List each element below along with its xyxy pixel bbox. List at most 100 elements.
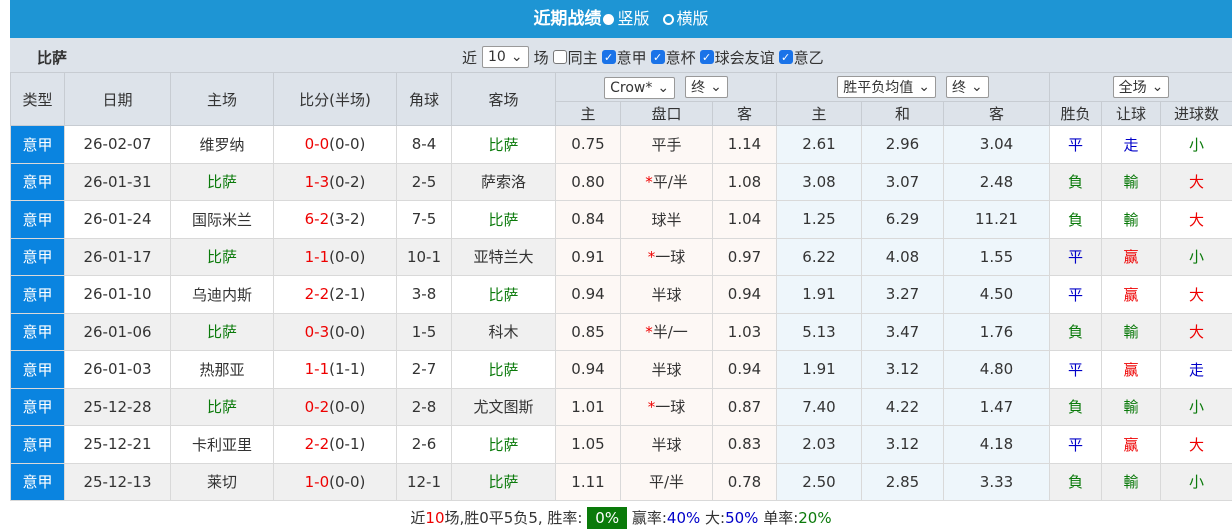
result: 負	[1049, 200, 1102, 239]
away-team[interactable]: 比萨	[451, 200, 556, 239]
home-team[interactable]: 比萨	[170, 387, 274, 426]
checkbox-serie-b[interactable]: ✓	[778, 50, 793, 64]
subheader: 胜负	[1049, 101, 1102, 126]
odds-away: 1.47	[943, 387, 1050, 426]
league[interactable]: 意甲	[10, 350, 65, 389]
away-team[interactable]: 科木	[451, 312, 556, 351]
checkbox-serie-a[interactable]: ✓	[601, 50, 616, 64]
count-suffix: 场	[533, 48, 549, 67]
league[interactable]: 意甲	[10, 387, 65, 426]
subheader: 客	[943, 101, 1050, 126]
date: 26-01-03	[64, 350, 171, 389]
odds-draw: 3.12	[861, 350, 944, 389]
chevron-down-icon: ⌄	[510, 49, 523, 65]
odds-away: 3.33	[943, 462, 1050, 501]
filter-bar: 比萨 近 10 ⌄ 场 同主 ✓ 意甲 ✓ 意杯 ✓ 球会友谊 ✓ 意乙	[10, 38, 1232, 72]
corners: 10-1	[396, 237, 452, 276]
handicap-line: 半球	[620, 350, 713, 389]
result: 平	[1049, 350, 1102, 389]
away-team[interactable]: 比萨	[451, 462, 556, 501]
table-row: 意甲 26-02-07 维罗纳 0-0(0-0) 8-4 比萨 0.75 平手 …	[10, 125, 1232, 164]
odds-away: 4.50	[943, 275, 1050, 314]
league[interactable]: 意甲	[10, 275, 65, 314]
away-team[interactable]: 比萨	[451, 275, 556, 314]
odds-draw: 6.29	[861, 200, 944, 239]
odds-home: 1.91	[776, 275, 862, 314]
chevron-down-icon: ⌄	[971, 79, 983, 95]
handicap-away: 1.08	[712, 162, 777, 201]
home-team[interactable]: 卡利亚里	[170, 425, 274, 464]
home-team[interactable]: 比萨	[170, 237, 274, 276]
handicap-result: 輸	[1101, 200, 1161, 239]
away-team[interactable]: 比萨	[451, 350, 556, 389]
corners: 1-5	[396, 312, 452, 351]
away-team[interactable]: 萨索洛	[451, 162, 556, 201]
odds-home: 3.08	[776, 162, 862, 201]
league[interactable]: 意甲	[10, 312, 65, 351]
odds-home: 5.13	[776, 312, 862, 351]
away-team[interactable]: 尤文图斯	[451, 387, 556, 426]
league[interactable]: 意甲	[10, 425, 65, 464]
checkbox-friendly[interactable]: ✓	[699, 50, 714, 64]
score: 1-0(0-0)	[273, 462, 397, 501]
home-team[interactable]: 维罗纳	[170, 125, 274, 164]
home-team[interactable]: 莱切	[170, 462, 274, 501]
table-row: 意甲 26-01-03 热那亚 1-1(1-1) 2-7 比萨 0.94 半球 …	[10, 350, 1232, 389]
radio-vertical[interactable]	[603, 14, 615, 25]
goals-result: 大	[1160, 425, 1232, 464]
home-team[interactable]: 比萨	[170, 312, 274, 351]
period-select[interactable]: 全场 ⌄	[1112, 76, 1170, 98]
goals-result: 小	[1160, 125, 1232, 164]
home-team[interactable]: 乌迪内斯	[170, 275, 274, 314]
radio-horizontal[interactable]	[662, 14, 674, 25]
table-row: 意甲 25-12-13 莱切 1-0(0-0) 12-1 比萨 1.11 平/半…	[10, 462, 1232, 501]
date: 26-02-07	[64, 125, 171, 164]
league[interactable]: 意甲	[10, 125, 65, 164]
odds-home: 2.03	[776, 425, 862, 464]
league[interactable]: 意甲	[10, 462, 65, 501]
handicap-line: 球半	[620, 200, 713, 239]
home-team[interactable]: 国际米兰	[170, 200, 274, 239]
handicap-result: 輸	[1101, 462, 1161, 501]
away-team[interactable]: 比萨	[451, 125, 556, 164]
handicap-home: 1.01	[555, 387, 621, 426]
odds-away: 4.18	[943, 425, 1050, 464]
handicap-result: 輸	[1101, 387, 1161, 426]
checkbox-same-home[interactable]	[552, 50, 567, 64]
checkbox-cup[interactable]: ✓	[650, 50, 665, 64]
subheader: 客	[712, 101, 777, 126]
goals-result: 大	[1160, 200, 1232, 239]
score: 0-0(0-0)	[273, 125, 397, 164]
away-team[interactable]: 亚特兰大	[451, 237, 556, 276]
europe-odds-selects: 胜平负均值 ⌄ 终 ⌄	[776, 72, 1050, 102]
subheader: 和	[861, 101, 944, 126]
score: 0-3(0-0)	[273, 312, 397, 351]
checkbox-label: 意乙	[793, 48, 824, 67]
date: 26-01-31	[64, 162, 171, 201]
header-corner: 角球	[396, 72, 452, 126]
home-team[interactable]: 热那亚	[170, 350, 274, 389]
corners: 12-1	[396, 462, 452, 501]
table-row: 意甲 26-01-10 乌迪内斯 2-2(2-1) 3-8 比萨 0.94 半球…	[10, 275, 1232, 314]
table-row: 意甲 25-12-21 卡利亚里 2-2(0-1) 2-6 比萨 1.05 半球…	[10, 425, 1232, 464]
away-team[interactable]: 比萨	[451, 425, 556, 464]
handicap-away: 0.87	[712, 387, 777, 426]
header-score: 比分(半场)	[273, 72, 397, 126]
match-count-select[interactable]: 10 ⌄	[482, 46, 529, 68]
home-team[interactable]: 比萨	[170, 162, 274, 201]
subheader: 让球	[1101, 101, 1161, 126]
handicap-result: 赢	[1101, 275, 1161, 314]
odds-time-select[interactable]: 终 ⌄	[685, 75, 728, 98]
league[interactable]: 意甲	[10, 200, 65, 239]
avg-select[interactable]: 胜平负均值 ⌄	[837, 76, 936, 98]
league[interactable]: 意甲	[10, 162, 65, 201]
league[interactable]: 意甲	[10, 237, 65, 276]
odds-away: 11.21	[943, 200, 1050, 239]
panel-title: 近期战绩	[533, 9, 602, 29]
corners: 7-5	[396, 200, 452, 239]
odds-time-select-2[interactable]: 终 ⌄	[946, 76, 989, 98]
checkbox-label: 意甲	[616, 48, 647, 67]
result: 負	[1049, 462, 1102, 501]
corners: 2-6	[396, 425, 452, 464]
company-select[interactable]: Crow* ⌄	[604, 76, 676, 99]
